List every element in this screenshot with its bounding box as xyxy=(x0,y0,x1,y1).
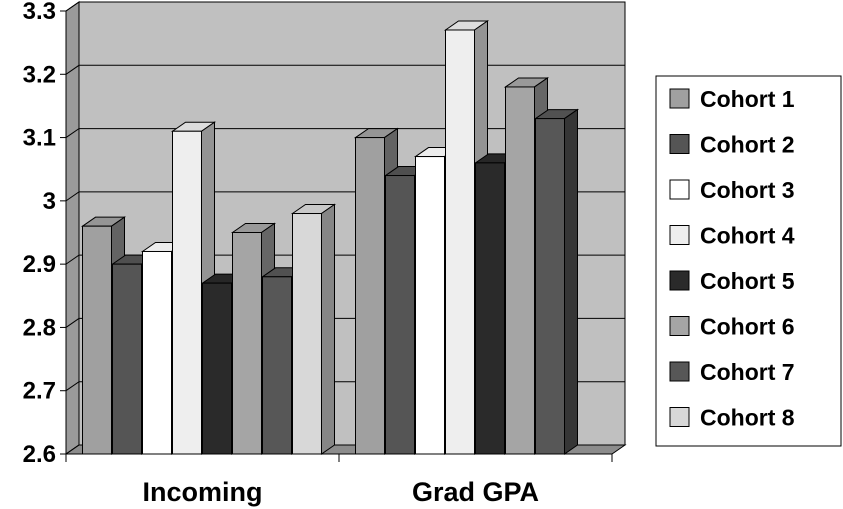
legend-swatch xyxy=(669,134,690,154)
bar-front xyxy=(262,276,292,455)
legend-swatch xyxy=(669,179,690,200)
legend-item: Cohort 5 xyxy=(669,268,795,294)
gridline xyxy=(65,64,625,75)
legend-item: Cohort 4 xyxy=(669,223,795,249)
bar-front xyxy=(112,263,142,455)
bar-front xyxy=(82,225,112,455)
legend-label: Cohort 1 xyxy=(700,86,795,112)
bar-front xyxy=(385,175,415,455)
legend-item: Cohort 1 xyxy=(669,86,795,112)
bar-front xyxy=(535,118,565,455)
legend-item: Cohort 3 xyxy=(669,177,795,203)
bar-front xyxy=(505,86,535,455)
category-axis: Incoming Grad GPA xyxy=(65,453,613,507)
legend-item: Cohort 8 xyxy=(669,405,795,431)
x-tick-label: Incoming xyxy=(143,477,263,507)
legend-swatch xyxy=(669,407,690,427)
bar-front xyxy=(445,29,475,455)
bar xyxy=(533,108,580,455)
x-tick-label: Grad GPA xyxy=(412,477,539,507)
legend-label: Cohort 6 xyxy=(700,314,795,340)
bar-front xyxy=(232,232,262,455)
legend: Cohort 1 Cohort 2 Cohort 3 Cohort 4 Cohort 5… xyxy=(655,75,842,447)
legend-swatch xyxy=(669,316,690,336)
y-tick-label: 3.3 xyxy=(23,0,56,25)
legend-label: Cohort 2 xyxy=(700,132,795,158)
bar-front xyxy=(172,130,202,455)
bar-side xyxy=(564,108,578,455)
y-tick-label: 2.9 xyxy=(23,251,56,278)
gridline xyxy=(65,128,625,138)
legend-label: Cohort 8 xyxy=(700,405,795,431)
legend-label: Cohort 5 xyxy=(700,268,795,294)
y-tick-label: 3.2 xyxy=(23,61,56,88)
y-tick-label: 3.1 xyxy=(23,125,56,152)
bar-front xyxy=(202,282,232,455)
y-tick-label: 2.8 xyxy=(23,314,56,341)
bar-side xyxy=(321,203,335,455)
gridline xyxy=(65,1,625,12)
bar-front xyxy=(475,162,505,455)
legend-label: Cohort 3 xyxy=(700,177,795,203)
bar-front xyxy=(415,156,445,455)
legend-swatch xyxy=(669,270,690,291)
y-tick-label: 3 xyxy=(43,188,56,215)
y-tick-label: 2.6 xyxy=(23,441,56,468)
legend-item: Cohort 7 xyxy=(669,359,795,385)
legend-label: Cohort 7 xyxy=(700,359,795,385)
legend-swatch xyxy=(669,225,690,245)
bar-front xyxy=(355,137,385,455)
bar-front xyxy=(142,250,172,455)
bar-series xyxy=(80,20,580,455)
y-tick-label: 2.7 xyxy=(23,378,56,405)
bar xyxy=(290,203,337,455)
legend-swatch xyxy=(669,88,690,109)
legend-item: Cohort 6 xyxy=(669,314,795,340)
legend-item: Cohort 2 xyxy=(669,132,795,158)
legend-swatch xyxy=(669,361,690,382)
bar-front xyxy=(292,213,322,455)
legend-label: Cohort 4 xyxy=(700,223,795,249)
